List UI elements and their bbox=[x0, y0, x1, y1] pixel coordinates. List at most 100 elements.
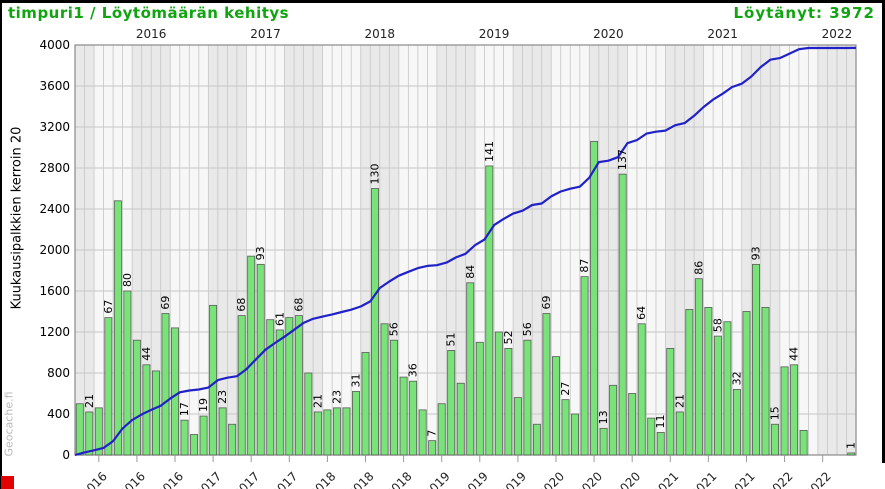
y-tick-label: 1600 bbox=[39, 284, 70, 298]
x-tick-label: 1/2022 bbox=[756, 469, 796, 489]
month-bar bbox=[247, 255, 256, 456]
plot-frame bbox=[74, 44, 857, 456]
month-bar bbox=[428, 440, 437, 456]
bar-value-label: 31 bbox=[349, 373, 362, 387]
corner-red-marker bbox=[1, 476, 14, 489]
month-bar bbox=[656, 432, 665, 456]
bar-value-label: 61 bbox=[273, 312, 286, 326]
x-tick-label: 1/2018 bbox=[299, 469, 339, 489]
bar-value-label: 52 bbox=[502, 330, 515, 344]
bar-value-label: 141 bbox=[483, 141, 496, 162]
bar-value-label: 130 bbox=[369, 164, 382, 185]
bar-value-label: 32 bbox=[730, 371, 743, 385]
month-bar bbox=[390, 339, 399, 456]
month-bar bbox=[513, 397, 522, 456]
month-bar bbox=[485, 165, 494, 456]
y-tick-label: 400 bbox=[47, 407, 70, 421]
x-tick-label: 1/2019 bbox=[413, 469, 453, 489]
x-tick-label: 5/2017 bbox=[223, 469, 263, 489]
bar-value-label: 80 bbox=[121, 273, 134, 287]
bar-value-label: 137 bbox=[616, 149, 629, 170]
month-bar bbox=[561, 399, 570, 456]
year-label: 2018 bbox=[365, 27, 396, 41]
x-tick-label: 9/2019 bbox=[489, 469, 529, 489]
month-bar bbox=[123, 290, 132, 456]
bar-value-label: 44 bbox=[788, 347, 801, 361]
year-label: 2022 bbox=[822, 27, 853, 41]
year-label: 2020 bbox=[593, 27, 624, 41]
bar-value-label: 87 bbox=[578, 259, 591, 273]
x-tick-label: 5/2021 bbox=[680, 469, 720, 489]
month-bar bbox=[599, 427, 608, 456]
x-tick-label: 1/2021 bbox=[642, 469, 682, 489]
month-bar bbox=[847, 452, 856, 456]
month-bar bbox=[694, 278, 703, 456]
bar-value-label: 27 bbox=[559, 382, 572, 396]
bar-value-label: 19 bbox=[197, 398, 210, 412]
month-bar bbox=[675, 411, 684, 456]
month-bar bbox=[332, 407, 341, 456]
month-bar bbox=[542, 313, 551, 456]
x-tick-label: 1/2020 bbox=[527, 469, 567, 489]
bar-value-label: 13 bbox=[597, 410, 610, 424]
x-tick-label: 9/2020 bbox=[604, 469, 644, 489]
month-bar bbox=[752, 263, 760, 456]
month-bar bbox=[209, 304, 218, 456]
month-bar bbox=[228, 423, 237, 456]
bar-value-label: 23 bbox=[216, 390, 229, 404]
y-tick-label: 0 bbox=[62, 448, 70, 462]
found-total-badge: Löytänyt: 3972 bbox=[733, 4, 875, 22]
month-bar bbox=[532, 423, 541, 456]
month-bar bbox=[266, 319, 275, 456]
month-bar bbox=[218, 407, 227, 456]
y-tick-label: 3200 bbox=[39, 120, 70, 134]
month-bar bbox=[647, 417, 656, 456]
bar-value-label: 93 bbox=[254, 246, 267, 260]
bar-value-label: 51 bbox=[445, 332, 458, 346]
bar-value-label: 15 bbox=[769, 406, 782, 420]
bar-value-label: 7 bbox=[426, 430, 439, 437]
month-bar bbox=[85, 411, 94, 456]
bar-value-label: 93 bbox=[749, 246, 762, 260]
month-bar bbox=[313, 411, 322, 456]
month-bar bbox=[151, 370, 160, 456]
page-title: timpuri1 / Löytömäärän kehitys bbox=[8, 4, 290, 22]
month-bar bbox=[361, 352, 370, 456]
year-label: 2017 bbox=[250, 27, 281, 41]
y-tick-label: 3600 bbox=[39, 79, 70, 93]
month-bar bbox=[780, 366, 789, 456]
month-bar bbox=[437, 403, 446, 456]
month-bar bbox=[75, 403, 84, 456]
month-bar bbox=[104, 317, 113, 456]
month-bar bbox=[371, 188, 379, 456]
bar-value-label: 68 bbox=[235, 298, 248, 312]
month-bar bbox=[161, 313, 170, 456]
bar-value-label: 69 bbox=[540, 296, 553, 310]
x-tick-label: 9/2016 bbox=[146, 469, 186, 489]
month-bar bbox=[723, 321, 732, 456]
month-bar bbox=[494, 331, 503, 456]
month-bar bbox=[352, 391, 360, 456]
year-label: 2019 bbox=[479, 27, 510, 41]
window-border-right bbox=[882, 0, 885, 463]
month-bar bbox=[628, 393, 637, 456]
bar-value-label: 69 bbox=[159, 296, 172, 310]
bar-value-label: 44 bbox=[140, 347, 153, 361]
y-tick-label: 2400 bbox=[39, 202, 70, 216]
bar-value-label: 36 bbox=[407, 363, 420, 377]
bar-value-label: 56 bbox=[388, 322, 401, 336]
month-bar bbox=[552, 356, 560, 456]
window-border-left bbox=[0, 0, 2, 489]
month-bar bbox=[380, 323, 389, 456]
month-bar bbox=[447, 350, 456, 456]
bar-value-label: 67 bbox=[102, 300, 115, 314]
x-tick-label: 9/2017 bbox=[261, 469, 301, 489]
x-tick-label: 1/2017 bbox=[184, 469, 224, 489]
bar-value-label: 23 bbox=[330, 390, 343, 404]
month-bar bbox=[180, 419, 189, 456]
month-bar bbox=[685, 309, 694, 456]
month-bar bbox=[742, 311, 751, 456]
month-bar bbox=[475, 341, 484, 456]
x-tick-label: 5/2019 bbox=[451, 469, 491, 489]
